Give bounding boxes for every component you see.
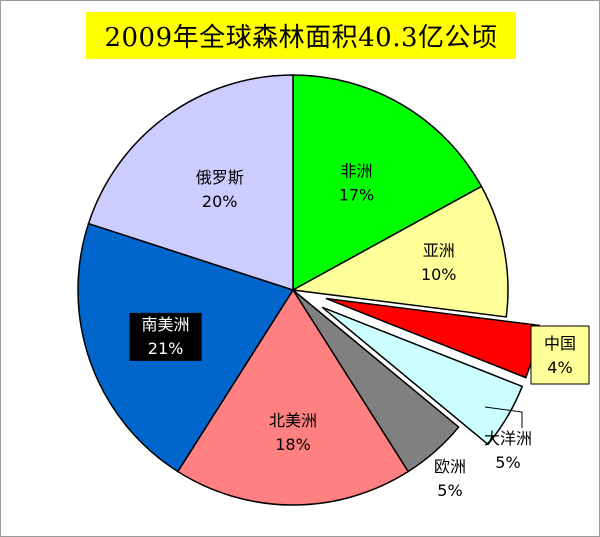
pie-slice <box>290 185 509 318</box>
chart-title-box: 2009年全球森林面积40.3亿公顷 <box>86 12 516 59</box>
slice-percent: 21% <box>148 339 184 358</box>
slice-percent: 10% <box>421 265 457 284</box>
slice-label: 北美洲 <box>269 411 317 430</box>
slice-label: 亚洲 <box>423 241 455 260</box>
slice-percent: 5% <box>495 453 520 472</box>
slice-percent: 5% <box>437 481 462 500</box>
slice-label: 非洲 <box>340 162 372 181</box>
label-dark-bg <box>129 312 202 361</box>
slice-label: 大洋洲 <box>484 429 532 448</box>
slice-percent: 20% <box>202 192 238 211</box>
slice-label: 俄罗斯 <box>196 168 244 187</box>
pie-slice <box>292 74 483 292</box>
pie-slice <box>321 306 524 446</box>
slice-label: 南美洲 <box>142 315 190 334</box>
pie-slice <box>176 288 410 506</box>
pie-labels: 非洲 17% 亚洲 10% 中国 4% 大洋洲 5% 欧洲 5% 北美洲 18% 南美洲 21% 俄罗斯 20… <box>129 162 590 500</box>
slice-percent: 17% <box>339 186 375 205</box>
slice-label: 欧洲 <box>434 457 466 476</box>
label-box <box>530 325 590 385</box>
slice-label: 中国 <box>544 334 576 353</box>
leader-line <box>484 406 523 428</box>
chart-title: 2009年全球森林面积40.3亿公顷 <box>104 23 498 53</box>
slice-percent: 18% <box>275 435 311 454</box>
slice-percent: 4% <box>547 358 572 377</box>
pie-slice <box>87 74 294 292</box>
